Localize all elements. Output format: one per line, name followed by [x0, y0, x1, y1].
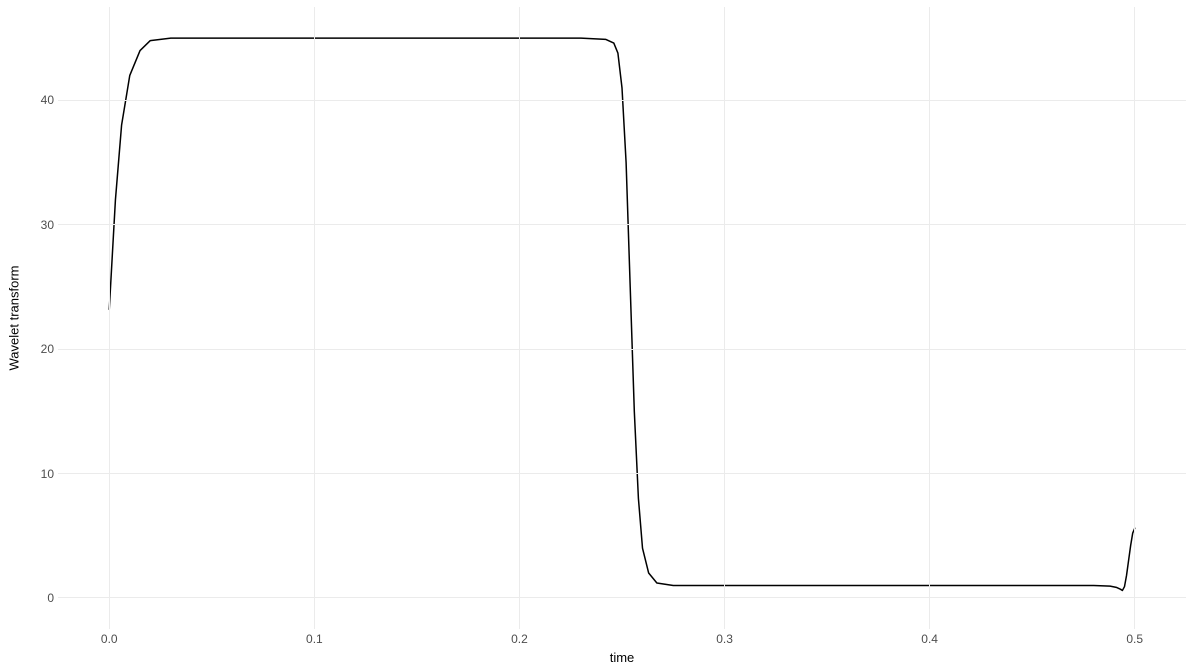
y-tick-label: 10 — [41, 467, 54, 481]
x-axis-title: time — [610, 650, 635, 665]
y-tick-label: 0 — [47, 591, 54, 605]
y-tick-label: 40 — [41, 93, 54, 107]
y-gridline — [58, 473, 1186, 474]
y-gridline — [58, 349, 1186, 350]
y-gridline — [58, 597, 1186, 598]
x-tick-label: 0.0 — [101, 632, 118, 646]
y-gridline — [58, 100, 1186, 101]
y-gridline — [58, 224, 1186, 225]
x-tick-label: 0.1 — [306, 632, 323, 646]
y-axis-title: Wavelet transform — [7, 266, 22, 371]
plot-panel — [58, 7, 1186, 629]
y-tick-label: 20 — [41, 342, 54, 356]
x-tick-label: 0.2 — [511, 632, 528, 646]
x-tick-label: 0.3 — [716, 632, 733, 646]
y-tick-label: 30 — [41, 218, 54, 232]
x-tick-label: 0.4 — [921, 632, 938, 646]
series-line — [109, 38, 1134, 590]
x-tick-label: 0.5 — [1126, 632, 1143, 646]
chart-figure: 0.0 0.1 0.2 0.3 0.4 0.5 0 10 20 30 40 time Wavele… — [0, 0, 1200, 669]
